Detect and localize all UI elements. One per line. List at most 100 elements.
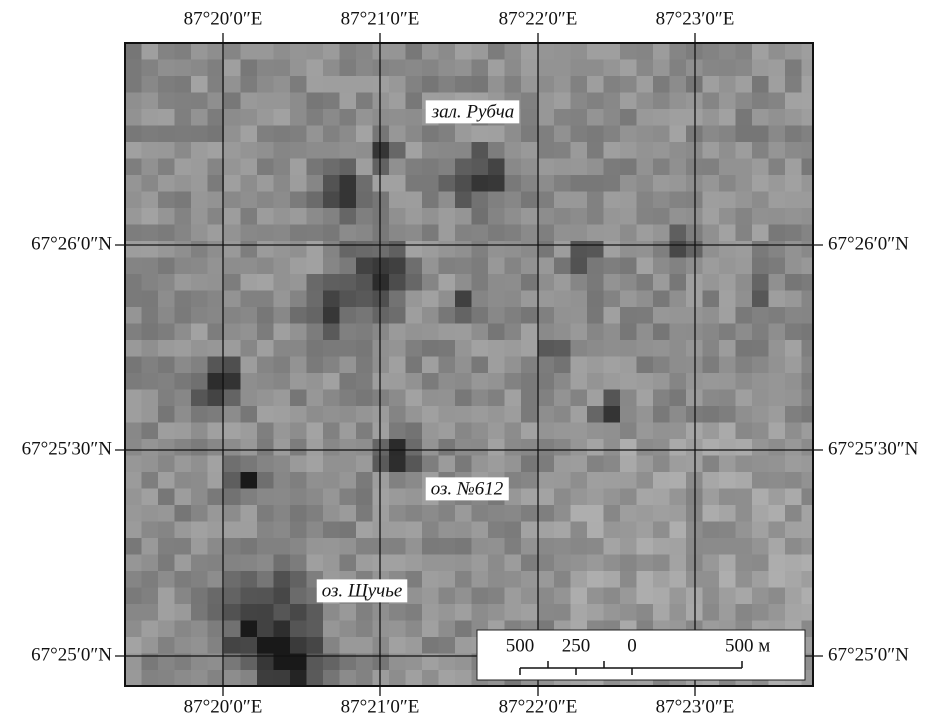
- raster-pixel: [604, 423, 621, 440]
- raster-pixel: [142, 159, 159, 176]
- raster-pixel: [208, 274, 225, 291]
- raster-pixel: [455, 126, 472, 143]
- raster-pixel: [620, 456, 637, 473]
- raster-pixel: [158, 406, 175, 423]
- raster-pixel: [257, 505, 274, 522]
- raster-pixel: [488, 76, 505, 93]
- raster-pixel: [587, 390, 604, 407]
- raster-pixel: [389, 126, 406, 143]
- raster-pixel: [142, 274, 159, 291]
- raster-pixel: [571, 274, 588, 291]
- raster-pixel: [587, 439, 604, 456]
- raster-pixel: [587, 175, 604, 192]
- raster-pixel: [703, 522, 720, 539]
- raster-pixel: [257, 126, 274, 143]
- raster-pixel: [653, 439, 670, 456]
- raster-pixel: [472, 258, 489, 275]
- raster-pixel: [422, 439, 439, 456]
- raster-pixel: [472, 159, 489, 176]
- raster-pixel: [257, 43, 274, 60]
- raster-pixel: [340, 390, 357, 407]
- raster-pixel: [653, 274, 670, 291]
- raster-pixel: [620, 307, 637, 324]
- raster-pixel: [158, 522, 175, 539]
- raster-pixel: [455, 406, 472, 423]
- raster-pixel: [439, 670, 456, 687]
- raster-pixel: [538, 439, 555, 456]
- raster-pixel: [769, 274, 786, 291]
- raster-pixel: [241, 192, 258, 209]
- raster-pixel: [307, 456, 324, 473]
- raster-pixel: [604, 456, 621, 473]
- raster-pixel: [274, 555, 291, 572]
- raster-pixel: [406, 142, 423, 159]
- raster-pixel: [340, 60, 357, 77]
- raster-pixel: [703, 489, 720, 506]
- raster-pixel: [406, 472, 423, 489]
- raster-pixel: [472, 522, 489, 539]
- raster-pixel: [488, 456, 505, 473]
- raster-pixel: [653, 324, 670, 341]
- raster-pixel: [422, 687, 439, 704]
- raster-pixel: [802, 175, 819, 192]
- raster-pixel: [142, 43, 159, 60]
- raster-pixel: [554, 225, 571, 242]
- raster-pixel: [340, 637, 357, 654]
- raster-pixel: [208, 60, 225, 77]
- raster-pixel: [406, 604, 423, 621]
- raster-pixel: [257, 159, 274, 176]
- raster-pixel: [274, 571, 291, 588]
- raster-pixel: [703, 555, 720, 572]
- raster-pixel: [554, 126, 571, 143]
- raster-pixel: [785, 126, 802, 143]
- raster-pixel: [406, 192, 423, 209]
- raster-pixel: [554, 208, 571, 225]
- raster-pixel: [571, 93, 588, 110]
- raster-pixel: [472, 208, 489, 225]
- raster-pixel: [158, 456, 175, 473]
- raster-pixel: [340, 505, 357, 522]
- raster-pixel: [488, 571, 505, 588]
- raster-pixel: [307, 76, 324, 93]
- raster-pixel: [637, 423, 654, 440]
- raster-pixel: [208, 439, 225, 456]
- raster-pixel: [554, 571, 571, 588]
- raster-pixel: [538, 489, 555, 506]
- raster-pixel: [538, 225, 555, 242]
- raster-pixel: [422, 76, 439, 93]
- raster-pixel: [719, 109, 736, 126]
- raster-pixel: [158, 258, 175, 275]
- raster-pixel: [406, 406, 423, 423]
- raster-pixel: [472, 687, 489, 704]
- raster-pixel: [521, 142, 538, 159]
- raster-pixel: [356, 192, 373, 209]
- raster-pixel: [521, 390, 538, 407]
- raster-pixel: [670, 274, 687, 291]
- raster-pixel: [719, 340, 736, 357]
- raster-pixel: [175, 373, 192, 390]
- raster-pixel: [802, 109, 819, 126]
- raster-pixel: [752, 571, 769, 588]
- raster-pixel: [587, 274, 604, 291]
- raster-pixel: [323, 126, 340, 143]
- raster-pixel: [719, 456, 736, 473]
- raster-pixel: [224, 109, 241, 126]
- raster-pixel: [785, 208, 802, 225]
- raster-pixel: [389, 489, 406, 506]
- raster-pixel: [719, 390, 736, 407]
- raster-pixel: [703, 93, 720, 110]
- raster-pixel: [191, 142, 208, 159]
- raster-pixel: [653, 76, 670, 93]
- raster-pixel: [587, 423, 604, 440]
- raster-pixel: [191, 274, 208, 291]
- raster-pixel: [406, 175, 423, 192]
- raster-pixel: [175, 192, 192, 209]
- raster-pixel: [769, 472, 786, 489]
- raster-pixel: [422, 538, 439, 555]
- raster-pixel: [455, 274, 472, 291]
- raster-pixel: [373, 76, 390, 93]
- raster-pixel: [653, 142, 670, 159]
- raster-pixel: [620, 60, 637, 77]
- raster-pixel: [241, 241, 258, 258]
- raster-pixel: [439, 126, 456, 143]
